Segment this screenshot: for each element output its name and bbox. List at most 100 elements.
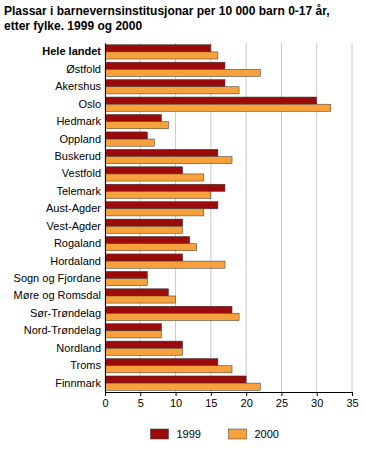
bar (105, 209, 204, 216)
x-tick-label: 15 (205, 397, 217, 409)
grid-line (316, 43, 317, 392)
bar (105, 219, 183, 226)
x-tick: 35 (346, 392, 358, 409)
title: Plassar i barnevernsinstitusjonar per 10… (4, 4, 330, 33)
bar (105, 69, 260, 76)
bar (105, 348, 183, 355)
y-tick-label: Hordaland (50, 255, 101, 267)
bar (105, 156, 232, 163)
bar (105, 261, 225, 268)
y-tick-label: Sør-Trøndelag (30, 307, 101, 319)
bar (105, 167, 183, 174)
y-tick: Sør-Trøndelag (30, 307, 105, 319)
x-tick-label: 0 (102, 397, 108, 409)
bar (105, 132, 147, 139)
x-tick-mark (352, 392, 353, 396)
y-tick-label: Akershus (55, 80, 101, 92)
series-bars (105, 45, 317, 383)
grid (105, 43, 352, 392)
x-tick: 10 (170, 392, 182, 409)
x-tick: 20 (241, 392, 253, 409)
bar (105, 341, 183, 348)
y-tick: Oslo (78, 98, 105, 110)
x-tick-label: 30 (311, 397, 323, 409)
y-tick-label: Sogn og Fjordane (14, 272, 101, 284)
x-tick: 30 (311, 392, 323, 409)
x-tick-label: 5 (138, 397, 144, 409)
grid-line (105, 43, 106, 392)
bar (105, 366, 232, 373)
y-tick: Akershus (55, 80, 105, 92)
y-tick-label: Rogaland (54, 237, 101, 249)
y-tick-label: Vest-Agder (47, 220, 102, 232)
bar (105, 226, 183, 233)
y-tick: Finnmark (55, 377, 105, 389)
y-tick-label: Oppland (59, 133, 101, 145)
y-tick-label: Nordland (56, 342, 101, 354)
x-tick-label: 10 (170, 397, 182, 409)
y-tick: Sogn og Fjordane (14, 272, 105, 284)
y-tick-label: Telemark (56, 185, 101, 197)
legend-label: 1999 (177, 428, 201, 440)
x-tick: 15 (205, 392, 217, 409)
bar (105, 331, 161, 338)
y-tick-label: Nord-Trøndelag (24, 324, 101, 336)
grid-line (210, 43, 211, 392)
title-line: etter fylke. 1999 og 2000 (4, 19, 142, 33)
y-tick: Møre og Romsdal (14, 289, 105, 301)
y-tick-label: Oslo (78, 98, 101, 110)
bar (105, 202, 218, 209)
x-tick-mark (281, 392, 282, 396)
bars (105, 45, 331, 391)
bar (105, 244, 197, 251)
y-tick-label: Troms (70, 359, 101, 371)
bar (105, 279, 147, 286)
grid-line (246, 43, 247, 392)
bar (105, 383, 260, 390)
bar (105, 237, 190, 244)
y-tick-label: Buskerud (55, 150, 101, 162)
y-tick: Vest-Agder (47, 220, 105, 232)
bar (105, 376, 246, 383)
bar (105, 254, 183, 261)
y-tick: Hele landet (42, 45, 105, 57)
y-tick: Hedmark (56, 115, 105, 127)
y-tick: Hordaland (50, 255, 105, 267)
bar (105, 104, 331, 111)
bar (105, 114, 161, 121)
x-tick-label: 20 (241, 397, 253, 409)
bar (105, 62, 225, 69)
x-tick-label: 25 (276, 397, 288, 409)
legend-swatch (229, 429, 247, 439)
x-tick-mark (105, 392, 106, 396)
bar (105, 97, 317, 104)
y-tick: Nord-Trøndelag (24, 324, 105, 336)
bar (105, 139, 154, 146)
series-bars (105, 52, 331, 390)
y-tick-label: Hedmark (56, 115, 101, 127)
bar (105, 271, 147, 278)
bar (105, 122, 169, 129)
grid-line (352, 43, 353, 392)
grid-line (281, 43, 282, 392)
title-line: Plassar i barnevernsinstitusjonar per 10… (4, 4, 330, 18)
y-tick: Nordland (56, 342, 105, 354)
chart: Plassar i barnevernsinstitusjonar per 10… (0, 0, 365, 450)
bar (105, 87, 239, 94)
x-tick-label: 35 (346, 397, 358, 409)
y-tick-label: Møre og Romsdal (14, 289, 101, 301)
bar (105, 174, 204, 181)
legend: 19992000 (151, 428, 279, 440)
y-tick-label: Vestfold (62, 167, 101, 179)
x-tick-mark (211, 392, 212, 396)
y-tick: Rogaland (54, 237, 105, 249)
y-tick: Østfold (66, 63, 105, 75)
y-tick: Troms (70, 359, 105, 371)
x-tick: 0 (102, 392, 108, 409)
y-tick: Buskerud (55, 150, 105, 162)
y-tick-label: Aust-Agder (46, 202, 101, 214)
y-tick-label: Finnmark (55, 377, 101, 389)
y-axis-line (105, 44, 106, 393)
bar (105, 149, 218, 156)
bar (105, 191, 211, 198)
